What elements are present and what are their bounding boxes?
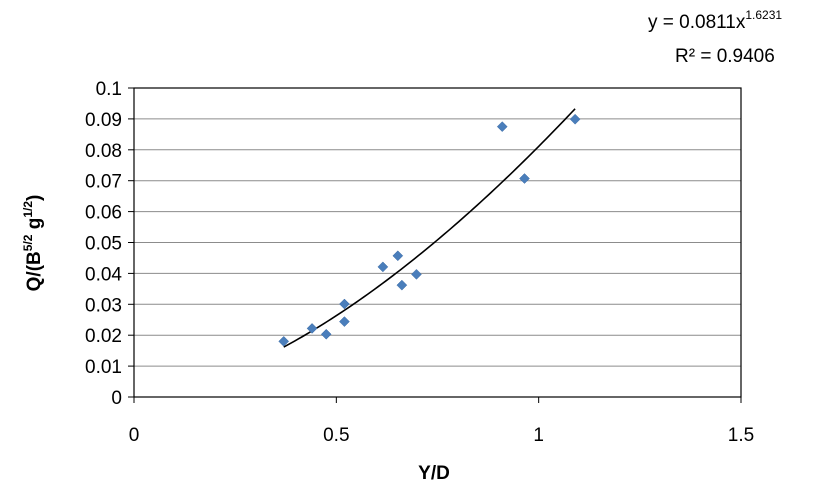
data-point — [569, 113, 581, 125]
data-point — [519, 173, 530, 184]
y-tick-label: 0.09 — [85, 110, 122, 131]
y-axis-title-base: Q/(B — [24, 251, 45, 291]
data-point — [392, 250, 404, 262]
y-tick-label: 0.03 — [85, 295, 122, 316]
x-tick-label: 1 — [533, 425, 544, 446]
equation-exponent: 1.6231 — [745, 8, 782, 22]
y-tick-label: 0.1 — [96, 79, 122, 100]
equation-prefix: y = 0.0811x — [648, 12, 746, 33]
y-tick-label: 0.06 — [85, 203, 122, 224]
y-tick-label: 0.05 — [85, 234, 122, 255]
trendline-equation: y = 0.0811x1.6231 — [648, 8, 782, 33]
y-axis-title-sup2: 1/2 — [21, 201, 35, 218]
y-axis-title-sup1: 5/2 — [21, 234, 35, 251]
x-tick-label: 0 — [129, 425, 140, 446]
data-point — [339, 316, 350, 327]
data-point — [339, 298, 350, 310]
x-axis-title: Y/D — [418, 463, 450, 484]
data-point — [496, 121, 508, 132]
y-tick-label: 0.07 — [85, 172, 122, 193]
data-point — [320, 328, 332, 340]
y-tick-label: 0.04 — [85, 264, 122, 285]
x-tick-label: 1.5 — [728, 425, 754, 446]
x-tick-label: 0.5 — [323, 425, 349, 446]
y-axis-title-end: ) — [24, 195, 45, 201]
power-trendline — [283, 108, 576, 348]
data-point — [377, 261, 389, 273]
y-tick-label: 0 — [111, 388, 122, 409]
grid-lines — [134, 118, 741, 367]
data-point — [396, 279, 408, 291]
data-point — [411, 268, 422, 280]
y-axis-ticks: 0 0.01 0.02 0.03 0.04 0.05 0.06 0.07 0.08 0.09 0.1 — [85, 79, 134, 409]
data-point — [278, 336, 290, 347]
y-tick-label: 0.08 — [85, 141, 122, 162]
data-point — [306, 323, 318, 334]
r-squared-label: R² = 0.9406 — [675, 46, 775, 67]
y-axis-title: Q/(B5/2 g1/2) — [21, 195, 45, 292]
x-axis-ticks: 0 0.5 1 1.5 — [129, 397, 754, 446]
y-tick-label: 0.02 — [85, 326, 122, 347]
y-tick-label: 0.01 — [85, 357, 122, 378]
y-axis-title-mid: g — [24, 218, 45, 235]
data-points — [278, 113, 581, 347]
